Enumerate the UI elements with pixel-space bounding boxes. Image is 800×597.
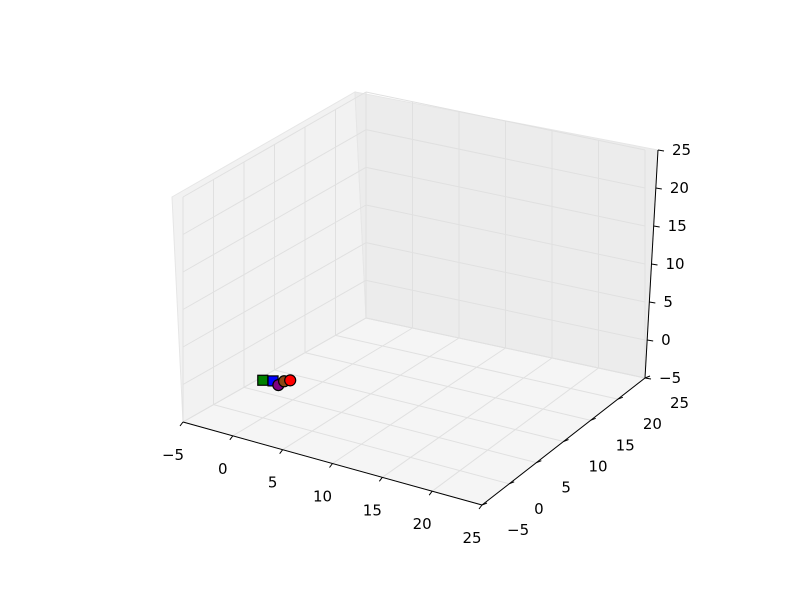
y-tick [481, 502, 488, 506]
x-tick-label: 0 [218, 460, 228, 478]
x-tick-label: 25 [462, 529, 481, 547]
y-tick-label: 10 [589, 458, 608, 476]
floor-grid-y [365, 317, 646, 379]
y-tick [617, 396, 624, 400]
z-tick [651, 263, 658, 266]
x-tick-label: 15 [363, 501, 382, 519]
left-grid-z [182, 91, 367, 198]
floor-grid-y [335, 334, 618, 400]
z-tick [657, 149, 665, 152]
z-tick-label: −5 [659, 369, 681, 387]
z-tick [653, 225, 660, 228]
y-tick-label: 5 [561, 479, 571, 497]
z-tick-label: 20 [670, 179, 689, 197]
z-tick-label: 25 [672, 141, 691, 159]
z-tick [647, 339, 654, 342]
back-grid-z [365, 129, 646, 189]
y-tick-label: 20 [643, 415, 662, 433]
x-tick-label: 5 [268, 474, 278, 492]
y-tick-label: 0 [534, 500, 544, 518]
y-tick-label: 25 [670, 394, 689, 412]
y-tick-label: 15 [616, 436, 635, 454]
z-tick-label: 5 [663, 293, 673, 311]
x-tick-label: 20 [413, 515, 432, 533]
x-tick [329, 463, 333, 468]
y-tick-label: −5 [507, 521, 529, 539]
x-tick [378, 477, 383, 482]
z-tick [649, 301, 656, 304]
z-tick-label: 0 [661, 331, 671, 349]
y-tick [508, 481, 515, 485]
z-tick [655, 187, 662, 190]
data-points [257, 374, 297, 392]
x-tick [478, 504, 483, 510]
x-tick-label: 10 [313, 488, 332, 506]
x-tick [279, 449, 284, 454]
x-tick [179, 421, 184, 427]
x-tick [229, 435, 234, 441]
y-tick [590, 417, 596, 421]
grid-lines [182, 91, 646, 506]
z-tick-label: 10 [666, 255, 685, 273]
y-tick [536, 460, 542, 464]
z-tick [644, 377, 652, 380]
y-tick [563, 439, 569, 442]
x-tick-label: −5 [162, 446, 184, 464]
x-tick [428, 490, 433, 496]
data-point [257, 374, 269, 386]
back-grid-z [365, 91, 646, 151]
data-point [284, 374, 297, 387]
z-tick-label: 15 [668, 217, 687, 235]
left-grid-z [182, 129, 367, 235]
